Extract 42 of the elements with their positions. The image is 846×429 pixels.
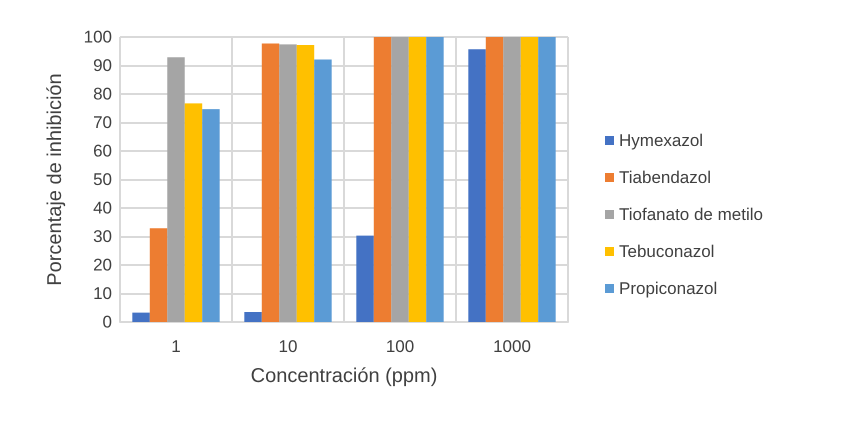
y-tick-label: 30 xyxy=(93,227,112,246)
bar xyxy=(520,37,538,322)
bar xyxy=(408,37,426,322)
legend-label: Propiconazol xyxy=(619,279,718,298)
bar xyxy=(296,44,314,322)
x-tick-label: 1000 xyxy=(493,337,531,356)
bar xyxy=(374,37,392,322)
y-tick-label: 60 xyxy=(93,142,112,160)
y-tick-label: 90 xyxy=(93,56,112,75)
y-tick-label: 0 xyxy=(102,312,112,332)
y-tick-label: 50 xyxy=(93,170,112,189)
y-tick-label: 80 xyxy=(93,84,112,104)
bar xyxy=(262,44,280,322)
y-tick-label: 100 xyxy=(84,28,112,46)
bar xyxy=(486,37,504,322)
x-axis-title: Concentración (ppm) xyxy=(250,365,438,387)
bar xyxy=(468,49,486,322)
bar xyxy=(356,236,374,322)
bar xyxy=(538,37,556,322)
legend-label: Tiabendazol xyxy=(619,168,711,187)
legend-label: Hymexazol xyxy=(619,131,704,150)
bar xyxy=(314,60,332,322)
x-tick-label: 100 xyxy=(386,337,414,356)
bar xyxy=(391,37,409,322)
y-tick-label: 70 xyxy=(93,113,112,132)
bar xyxy=(244,312,262,322)
bar xyxy=(184,103,202,322)
bar xyxy=(279,44,297,322)
x-tick-label: 1 xyxy=(171,337,181,356)
bar xyxy=(202,109,220,322)
x-tick-label: 10 xyxy=(278,337,298,356)
bar xyxy=(167,57,185,322)
bar xyxy=(503,37,521,322)
y-tick-label: 20 xyxy=(93,256,112,274)
bar xyxy=(150,228,168,322)
y-axis-title: Porcentaje de inhibición xyxy=(44,73,66,286)
y-tick-label: 10 xyxy=(93,284,112,303)
bar xyxy=(426,37,444,322)
legend-label: Tebuconazol xyxy=(619,242,714,261)
bar xyxy=(132,312,150,322)
y-tick-label: 40 xyxy=(93,198,112,218)
legend-label: Tiofanato de metilo xyxy=(619,205,763,224)
